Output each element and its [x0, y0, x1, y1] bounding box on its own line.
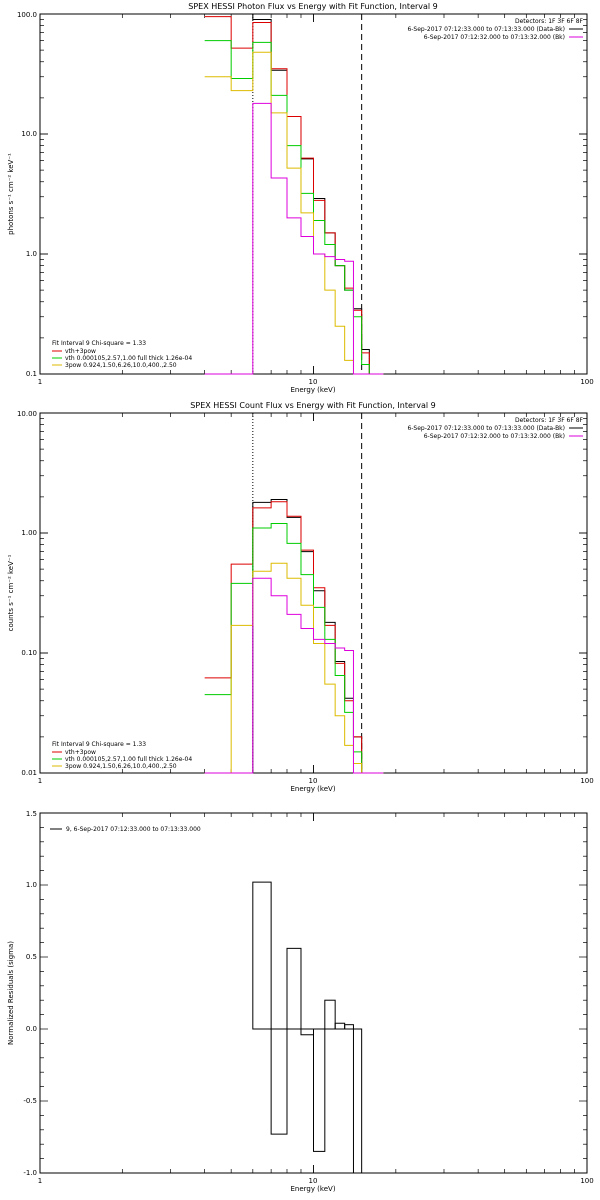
panel2-legend-vth3pow: vth+3pow [65, 749, 96, 756]
panel2-ytick-label: 0.10 [21, 649, 37, 657]
panel3-ytick-label: -0.5 [23, 1097, 37, 1105]
panel3-series [252, 881, 363, 1174]
panel2-series [204, 499, 384, 774]
panel1-legend-data: 6-Sep-2017 07:12:33.000 to 07:13:33.000 … [407, 26, 565, 33]
panel3-xlabel: Energy (keV) [290, 1185, 335, 1193]
panel2-legend-data: 6-Sep-2017 07:12:33.000 to 07:13:33.000 … [407, 425, 565, 432]
panel2-xtick-label: 10 [309, 777, 318, 785]
residual-bar [313, 1028, 326, 1152]
panel2-title: SPEX HESSI Count Flux vs Energy with Fit… [190, 401, 435, 410]
panel1-series [204, 13, 384, 375]
panel2-legend-bk: 6-Sep-2017 07:12:32.000 to 07:13:32.000 … [424, 433, 565, 440]
residual-bar [324, 999, 336, 1030]
panel2-fit-info: Fit Interval 9 Chi-square = 1.33 [52, 741, 146, 748]
panel1-title: SPEX HESSI Photon Flux vs Energy with Fi… [188, 2, 438, 11]
panel3-xtick-label: 10 [309, 1177, 318, 1185]
residual-bar [334, 1022, 346, 1030]
panel2-legend-detectors: Detectors: 1F 3F 6F 8F [515, 417, 584, 424]
panel3-ytick-label: -1.0 [23, 1169, 37, 1177]
spectrum-series-1 [204, 16, 384, 375]
count-flux-panel: SPEX HESSI Count Flux vs Energy with Fit… [7, 401, 594, 793]
panel3-ytick-label: 0.0 [26, 1025, 37, 1033]
panel3-ylabel: Normalized Residuals (sigma) [7, 941, 15, 1045]
panel2-xlabel: Energy (keV) [290, 785, 335, 793]
panel1-xlabel: Energy (keV) [290, 386, 335, 394]
panel1-ylabel: photons s⁻¹ cm⁻² keV⁻¹ [7, 153, 15, 235]
panel2-ytick-label: 10.00 [17, 410, 37, 418]
panel1-ytick-label: 1.0 [26, 250, 37, 258]
panel1-ytick-label: 10.0 [21, 130, 37, 138]
panel3-ytick-label: 0.5 [26, 953, 37, 961]
residuals-panel: 1 10 100 -1.0 -0.5 0.0 0.5 1.0 1.5 Energ… [7, 810, 594, 1193]
panel1-legend-vth3pow: vth+3pow [65, 348, 96, 355]
panel1-legend-3pow: 3pow 0.924,1.50,6.26,10.0,400.,2.50 [65, 362, 177, 369]
residual-bar [344, 1024, 354, 1030]
panel1-legend-detectors: Detectors: 1F 3F 6F 8F [515, 18, 584, 25]
panel1-legend-vth: vth 0.000105,2.57,1.00 full thick 1.26e-… [65, 355, 192, 362]
panel3-ytick-label: 1.5 [26, 810, 37, 818]
panel1-legend-bk: 6-Sep-2017 07:12:32.000 to 07:13:32.000 … [424, 34, 565, 41]
spectrum-series-0 [204, 13, 384, 375]
panel3-xtick-label: 100 [580, 1177, 593, 1185]
panel3-xtick-label: 1 [38, 1177, 42, 1185]
panel1-ytick-label: 100.0 [17, 11, 37, 19]
panel2-xtick-label: 100 [580, 777, 593, 785]
panel2-legend-3pow: 3pow 0.924,1.50,6.26,10.0,400.,2.50 [65, 763, 177, 770]
panel2-xtick-label: 1 [38, 777, 42, 785]
panel2-vlines [252, 413, 363, 773]
panel2-ytick-label: 1.00 [21, 529, 37, 537]
panel3-ticks [39, 812, 588, 1174]
spectrum-series-4 [204, 577, 384, 774]
panel3-ytick-label: 1.0 [26, 881, 37, 889]
residual-bar [300, 1028, 314, 1036]
spectrum-series-2 [204, 40, 384, 375]
spectrum-series-4 [204, 102, 384, 375]
residual-bar [270, 1028, 288, 1135]
spectrum-series-3 [204, 51, 384, 375]
panel2-legend-vth: vth 0.000105,2.57,1.00 full thick 1.26e-… [65, 756, 192, 763]
panel2-ylabel: counts s⁻¹ cm⁻² keV⁻¹ [7, 554, 15, 631]
panel1-xtick-label: 10 [309, 378, 318, 386]
panel2-ytick-label: 0.01 [21, 769, 37, 777]
residual-bar [252, 881, 272, 1030]
residual-bar [352, 1028, 363, 1174]
panel3-legend: 9, 6-Sep-2017 07:12:33.000 to 07:13:33.0… [66, 826, 201, 833]
photon-flux-panel: SPEX HESSI Photon Flux vs Energy with Fi… [7, 2, 594, 394]
panel1-vlines [252, 14, 363, 374]
residual-bar [286, 947, 302, 1030]
panel1-xtick-label: 1 [38, 378, 42, 386]
panel1-ytick-label: 0.1 [26, 370, 37, 378]
panel1-fit-info: Fit Interval 9 Chi-square = 1.33 [52, 340, 146, 347]
panel1-xtick-label: 100 [580, 378, 593, 386]
